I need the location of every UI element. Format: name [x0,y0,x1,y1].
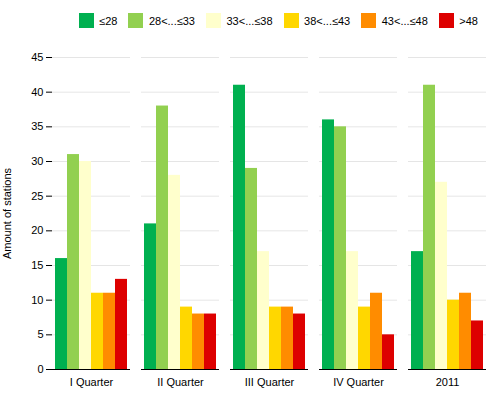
html-text:28<...≤33: 28<...≤33 [148,14,195,27]
svg-text:20: 20 [31,224,43,236]
svg-text:II Quarter: II Quarter [157,376,204,388]
html-text:>48: >48 [459,14,478,27]
html-text:33<...≤38: 33<...≤38 [226,14,273,27]
svg-text:10: 10 [31,293,43,305]
svg-text:2011: 2011 [436,376,460,388]
svg-text:35: 35 [31,120,43,132]
svg-text:Amount of stations: Amount of stations [1,167,13,259]
svg-text:15: 15 [31,259,43,271]
svg-text:5: 5 [37,328,43,340]
svg-text:25: 25 [31,189,43,201]
svg-text:IV Quarter: IV Quarter [333,376,384,388]
svg-text:I Quarter: I Quarter [70,376,114,388]
svg-text:III Quarter: III Quarter [245,376,295,388]
html-text:≤28: ≤28 [99,14,118,27]
svg-text:0: 0 [37,363,43,375]
svg-text:40: 40 [31,85,43,97]
svg-text:45: 45 [31,51,43,63]
html-text:38<...≤43: 38<...≤43 [304,14,351,27]
svg-text:30: 30 [31,155,43,167]
html-text:43<...≤48: 43<...≤48 [381,14,428,27]
